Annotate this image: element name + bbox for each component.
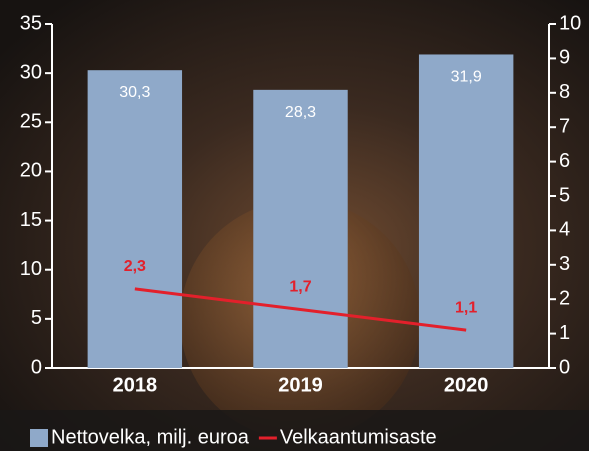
- bar-value-label: 31,9: [451, 68, 482, 85]
- y-tick-label: 25: [20, 111, 42, 133]
- y-tick-label: 5: [31, 307, 42, 329]
- line-value-label: 2,3: [124, 258, 146, 275]
- legend-label: Nettovelka, milj. euroa: [51, 426, 250, 448]
- line-value-label: 1,1: [455, 299, 477, 316]
- bar-value-label: 30,3: [119, 84, 150, 101]
- y-tick-label: 35: [20, 12, 42, 34]
- legend-swatch: [30, 429, 48, 447]
- x-tick-label: 2018: [113, 374, 158, 396]
- y2-tick-label: 2: [559, 287, 570, 309]
- y-tick-label: 20: [20, 160, 42, 182]
- bar: [253, 89, 348, 368]
- legend-band: [0, 410, 589, 451]
- y2-tick-label: 4: [559, 219, 570, 241]
- bar-value-label: 28,3: [285, 104, 316, 121]
- y-tick-label: 30: [20, 61, 42, 83]
- bar: [418, 54, 514, 369]
- x-tick-label: 2019: [278, 374, 323, 396]
- y-tick-label: 15: [20, 209, 42, 231]
- y2-tick-label: 9: [559, 47, 570, 69]
- y2-tick-label: 3: [559, 253, 570, 275]
- y2-tick-label: 0: [559, 356, 570, 378]
- y2-tick-label: 10: [559, 12, 581, 34]
- line: [134, 287, 467, 332]
- y-tick-label: 10: [20, 258, 42, 280]
- y2-tick-label: 6: [559, 150, 570, 172]
- x-tick-label: 2020: [444, 374, 489, 396]
- y2-tick-label: 7: [559, 115, 570, 137]
- line-value-label: 1,7: [289, 279, 311, 296]
- y2-tick-label: 5: [559, 184, 570, 206]
- y2-tick-label: 8: [559, 81, 570, 103]
- y2-tick-label: 1: [559, 322, 570, 344]
- legend-label: Velkaantumisaste: [280, 426, 437, 448]
- y-tick-label: 0: [31, 356, 42, 378]
- bar: [87, 70, 183, 369]
